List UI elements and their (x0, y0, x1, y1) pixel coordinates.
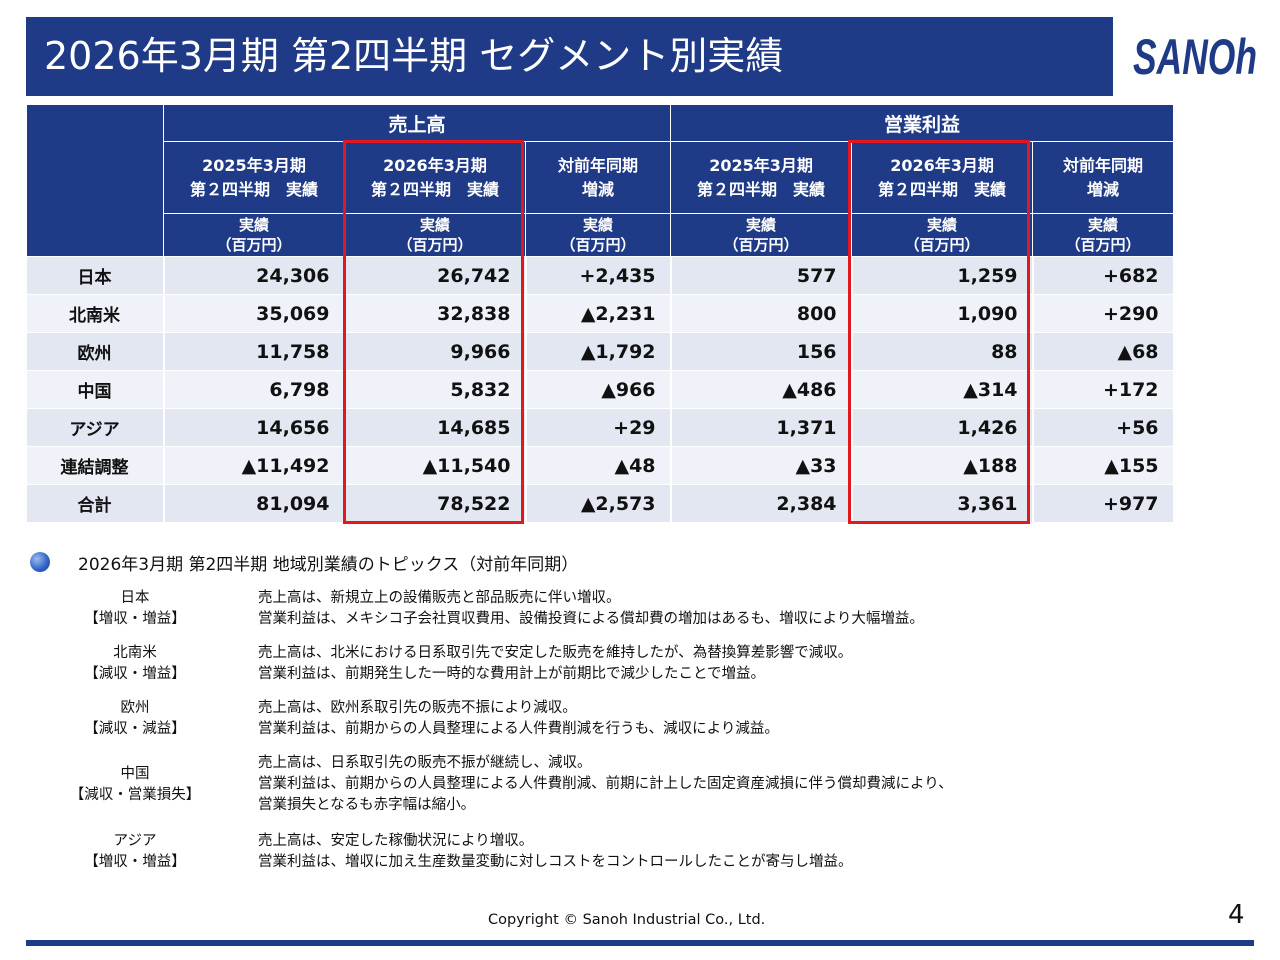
region-cell: アジア (26, 408, 165, 447)
profit-curr-cell: 1,090 (851, 294, 1034, 333)
profit-prev-cell: 2,384 (670, 484, 853, 523)
table-row: 欧州 11,758 9,966 ▲1,792 156 88 ▲68 (26, 332, 1175, 371)
sales-diff-cell: +2,435 (525, 256, 672, 295)
table-row: 中国 6,798 5,832 ▲966 ▲486 ▲314 +172 (26, 370, 1175, 409)
unit-header: 実績 （百万円） (344, 213, 526, 257)
bullet-icon (30, 552, 50, 572)
topic-text: 売上高は、日系取引先の販売不振が継続し、減収。 営業利益は、前期からの人員整理に… (258, 755, 953, 813)
topic-text: 売上高は、新規立上の設備販売と部品販売に伴い増収。 営業利益は、メキシコ子会社買… (258, 590, 924, 627)
profit-curr-cell: ▲188 (851, 446, 1034, 485)
table-row: 連結調整 ▲11,492 ▲11,540 ▲48 ▲33 ▲188 ▲155 (26, 446, 1175, 485)
topic-region: 北南米 【減収・増益】 (84, 645, 186, 682)
header-profit-diff: 対前年同期 増減 (1032, 141, 1175, 214)
title-bar: 2026年3月期 第2四半期 セグメント別実績 (26, 17, 1113, 96)
logo-text: SANOh (1133, 29, 1257, 82)
sales-prev-cell: 14,656 (163, 408, 346, 447)
profit-diff-cell: +172 (1032, 370, 1175, 409)
unit-header: 実績 （百万円） (670, 213, 853, 257)
sales-curr-cell: 14,685 (344, 408, 527, 447)
sales-curr-cell: 26,742 (344, 256, 527, 295)
sales-diff-cell: +29 (525, 408, 672, 447)
header-sales: 売上高 (162, 104, 672, 142)
sales-diff-cell: ▲1,792 (525, 332, 672, 371)
profit-prev-cell: 1,371 (670, 408, 853, 447)
unit-header: 実績 （百万円） (524, 213, 672, 257)
unit-header: 実績 （百万円） (851, 213, 1034, 257)
profit-prev-cell: ▲486 (670, 370, 853, 409)
topic-text: 売上高は、欧州系取引先の販売不振により減収。 営業利益は、前期からの人員整理によ… (258, 700, 779, 737)
header-sales-diff: 対前年同期 増減 (524, 141, 672, 214)
profit-prev-cell: 156 (670, 332, 853, 371)
region-cell: 北南米 (26, 294, 165, 333)
segment-results-table: 売上高 営業利益 2025年3月期 第２四半期 実績 2026年3月期 第２四半期 … (26, 104, 1175, 523)
profit-prev-cell: 800 (670, 294, 853, 333)
sales-prev-cell: 11,758 (163, 332, 346, 371)
topic-region: アジア 【増収・増益】 (84, 833, 186, 870)
sales-prev-cell: ▲11,492 (163, 446, 346, 485)
page-title: 2026年3月期 第2四半期 セグメント別実績 (44, 34, 784, 78)
region-cell: 連結調整 (26, 446, 165, 485)
page-number: 4 (1228, 900, 1245, 930)
header-operating-profit: 営業利益 (670, 104, 1175, 142)
topic-region: 中国 【減収・営業損失】 (69, 766, 201, 803)
profit-diff-cell: ▲155 (1032, 446, 1175, 485)
profit-diff-cell: ▲68 (1032, 332, 1175, 371)
sales-curr-cell: 5,832 (344, 370, 527, 409)
sales-diff-cell: ▲48 (525, 446, 672, 485)
topic-region: 欧州 【減収・減益】 (84, 700, 186, 737)
profit-diff-cell: +290 (1032, 294, 1175, 333)
region-cell: 合計 (26, 484, 165, 523)
sales-curr-cell: 32,838 (344, 294, 527, 333)
profit-diff-cell: +682 (1032, 256, 1175, 295)
table-row: 北南米 35,069 32,838 ▲2,231 800 1,090 +290 (26, 294, 1175, 333)
table-row: 日本 24,306 26,742 +2,435 577 1,259 +682 (26, 256, 1175, 295)
profit-curr-cell: 1,259 (851, 256, 1034, 295)
sales-curr-cell: 78,522 (344, 484, 527, 523)
profit-curr-cell: 88 (851, 332, 1034, 371)
sanoh-logo: SANOh (1133, 29, 1257, 82)
sales-curr-cell: ▲11,540 (344, 446, 527, 485)
bottom-rule (26, 940, 1254, 946)
profit-curr-cell: 3,361 (851, 484, 1034, 523)
topic-text: 売上高は、北米における日系取引先で安定した販売を維持したが、為替換算差影響で減収… (258, 645, 853, 682)
header-profit-curr: 2026年3月期 第２四半期 実績 (851, 141, 1034, 214)
sales-prev-cell: 24,306 (163, 256, 346, 295)
topics-header: 2026年3月期 第2四半期 地域別業績のトピックス（対前年同期） (30, 548, 578, 576)
table-row-total: 合計 81,094 78,522 ▲2,573 2,384 3,361 +977 (26, 484, 1175, 523)
topic-text: 売上高は、安定した稼働状況により増収。 営業利益は、増収に加え生産数量変動に対し… (258, 833, 853, 870)
profit-diff-cell: +977 (1032, 484, 1175, 523)
region-cell: 欧州 (26, 332, 165, 371)
profit-curr-cell: ▲314 (851, 370, 1034, 409)
sales-diff-cell: ▲2,573 (525, 484, 672, 523)
sales-diff-cell: ▲966 (525, 370, 672, 409)
sales-diff-cell: ▲2,231 (525, 294, 672, 333)
profit-prev-cell: 577 (670, 256, 853, 295)
topic-region: 日本 【増収・増益】 (84, 590, 186, 627)
unit-header: 実績 （百万円） (1032, 213, 1175, 257)
table-row: アジア 14,656 14,685 +29 1,371 1,426 +56 (26, 408, 1175, 447)
header-blank (26, 104, 164, 257)
sales-curr-cell: 9,966 (344, 332, 527, 371)
sales-prev-cell: 35,069 (163, 294, 346, 333)
region-cell: 日本 (26, 256, 165, 295)
profit-diff-cell: +56 (1032, 408, 1175, 447)
sales-prev-cell: 81,094 (163, 484, 346, 523)
header-sales-curr: 2026年3月期 第２四半期 実績 (344, 141, 526, 214)
header-sales-prev: 2025年3月期 第２四半期 実績 (163, 141, 345, 214)
profit-prev-cell: ▲33 (670, 446, 853, 485)
copyright-footer: Copyright © Sanoh Industrial Co., Ltd. (488, 912, 766, 928)
topics-title: 2026年3月期 第2四半期 地域別業績のトピックス（対前年同期） (78, 554, 579, 575)
unit-header: 実績 （百万円） (163, 213, 345, 257)
region-cell: 中国 (26, 370, 165, 409)
header-profit-prev: 2025年3月期 第２四半期 実績 (670, 141, 853, 214)
sales-prev-cell: 6,798 (163, 370, 346, 409)
profit-curr-cell: 1,426 (851, 408, 1034, 447)
